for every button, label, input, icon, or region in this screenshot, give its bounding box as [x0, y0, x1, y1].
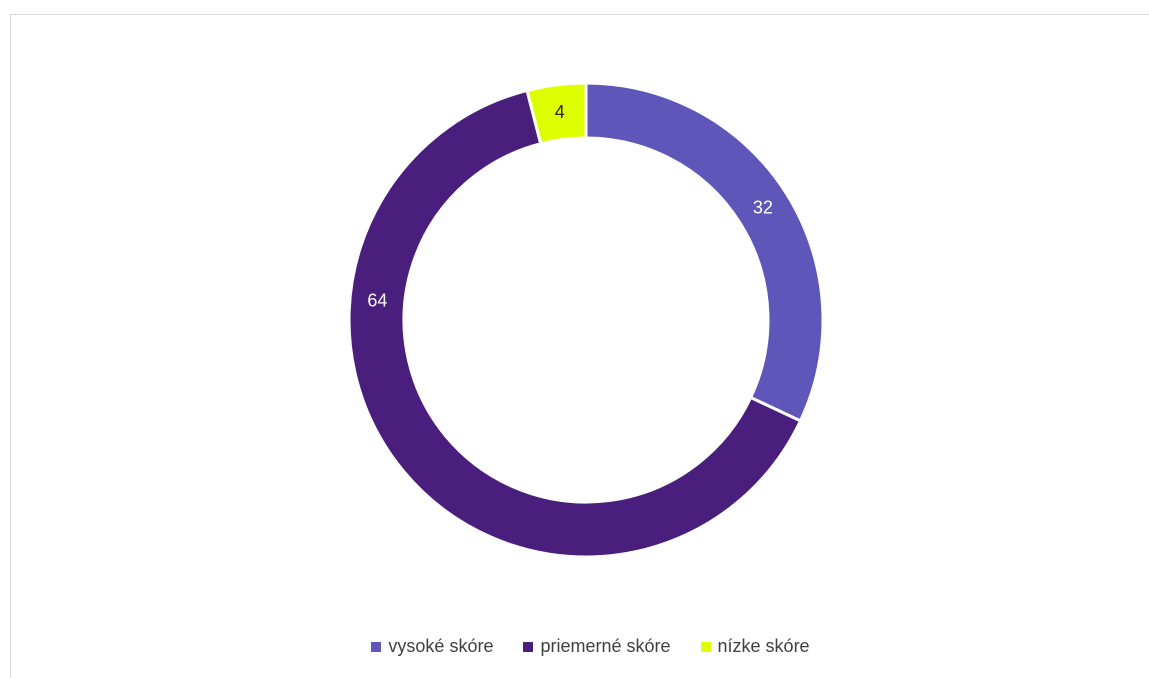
slice-average [347, 88, 803, 559]
data-label-average: 64 [367, 291, 387, 311]
legend-swatch-low [700, 641, 711, 652]
slice-low [525, 81, 588, 146]
legend: vysoké skóre priemerné skóre nízke skóre [0, 636, 1149, 657]
legend-item-low: nízke skóre [700, 636, 810, 657]
slice-high [584, 81, 825, 423]
data-label-low: 4 [555, 102, 565, 122]
legend-swatch-average [523, 641, 534, 652]
legend-swatch-high [371, 641, 382, 652]
chart-area [10, 14, 1149, 678]
legend-item-average: priemerné skóre [523, 636, 671, 657]
legend-label-average: priemerné skóre [540, 636, 671, 656]
legend-item-high: vysoké skóre [371, 636, 493, 657]
data-label-high: 32 [753, 198, 773, 218]
legend-label-low: nízke skóre [717, 636, 810, 656]
legend-label-high: vysoké skóre [388, 636, 494, 656]
